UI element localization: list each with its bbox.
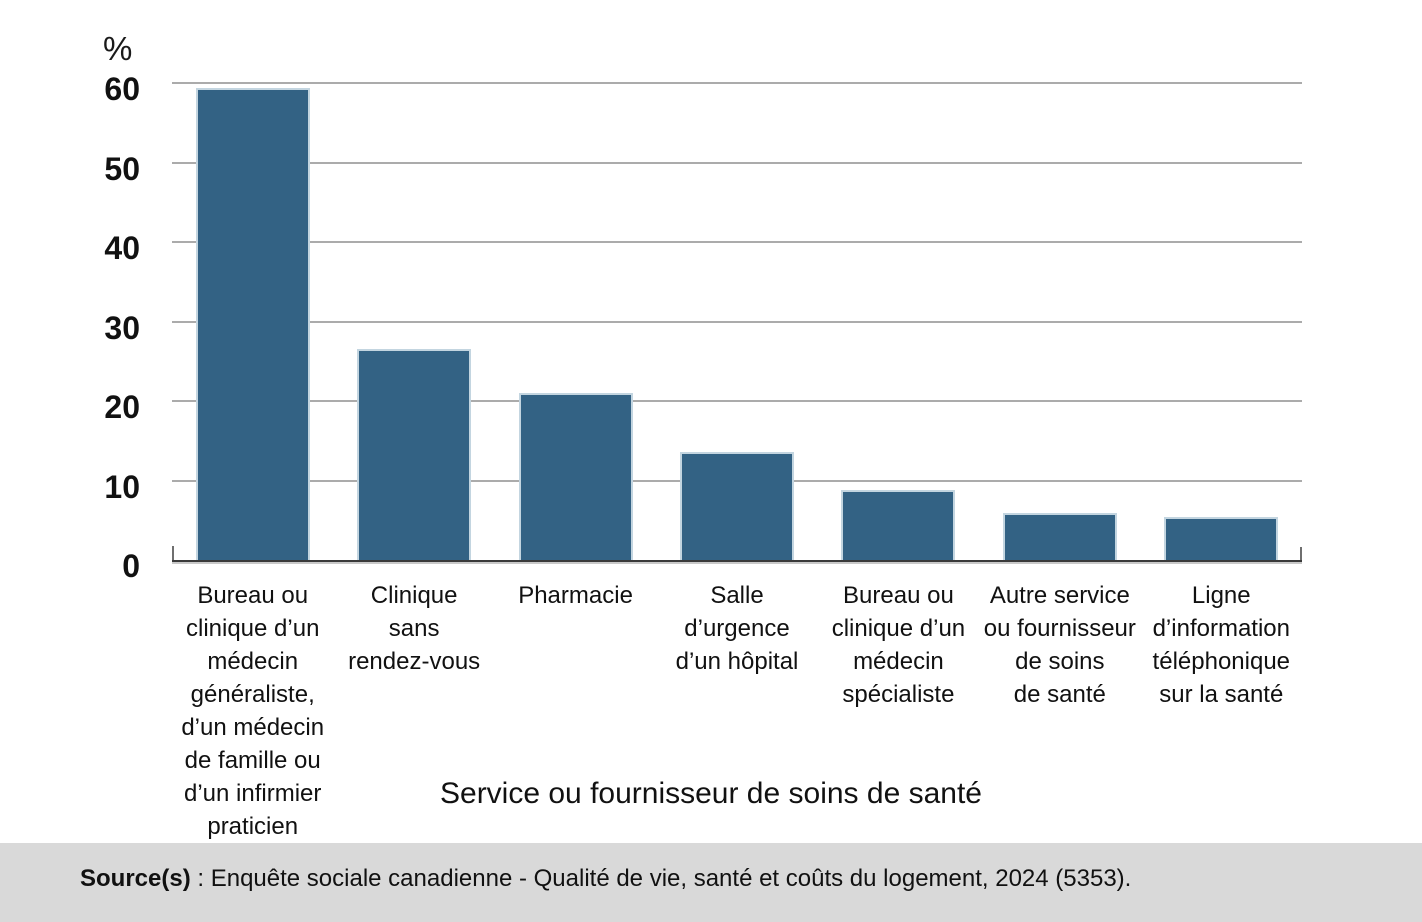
y-tick-label-0: 0	[122, 548, 140, 584]
y-tick-label-10: 10	[104, 468, 140, 505]
x-category-label-3: Pharmacie	[518, 582, 633, 609]
bar-6	[1002, 513, 1117, 560]
gridline-50	[172, 161, 1302, 164]
source-label: Source(s)	[80, 865, 191, 892]
x-axis-shadow	[172, 562, 1302, 564]
gridline-20	[172, 400, 1302, 402]
x-axis-left-end-tick	[172, 546, 174, 560]
x-category-label-5: Bureau ou clinique d’un médecin spécialiste	[831, 582, 966, 708]
x-axis-title: Service ou fournisseur de soins de santé	[440, 777, 982, 810]
x-category-label-1: Bureau ou clinique d’un médecin généraliste…	[181, 582, 325, 840]
bar-2	[357, 349, 472, 560]
y-tick-label-20: 20	[104, 389, 140, 425]
x-category-label-6: Autre service ou fournisseur de soins de sa…	[983, 582, 1136, 708]
y-tick-label-30: 30	[104, 309, 140, 346]
y-tick-label-40: 40	[104, 230, 140, 266]
gridline-30	[172, 320, 1302, 323]
y-tick-label-60: 60	[104, 71, 140, 107]
source-separator: :	[190, 865, 211, 892]
bar-7	[1164, 517, 1279, 560]
x-category-label-7: Ligne d’information téléphonique sur la san…	[1152, 582, 1291, 708]
x-axis-right-end-tick	[1300, 547, 1302, 560]
y-axis-unit-label: %	[103, 30, 133, 67]
source-strip: Source(s) : Enquête sociale canadienne -…	[0, 843, 1422, 922]
source-note: Source(s) : Enquête sociale canadienne -…	[80, 865, 1382, 893]
y-tick-label-50: 50	[104, 150, 140, 187]
gridline-40	[172, 241, 1302, 243]
bar-5	[841, 490, 956, 560]
source-body: Enquête sociale canadienne - Qualité de …	[210, 865, 1132, 892]
x-category-label-2: Clinique sans rendez-vous	[348, 582, 481, 675]
bar-3	[518, 393, 633, 560]
bar-1	[195, 87, 310, 560]
gridline-60	[172, 82, 1302, 84]
x-category-label-4: Salle d’urgence d’un hôpital	[675, 582, 799, 675]
bar-4	[680, 451, 794, 560]
x-axis-line	[172, 560, 1302, 562]
